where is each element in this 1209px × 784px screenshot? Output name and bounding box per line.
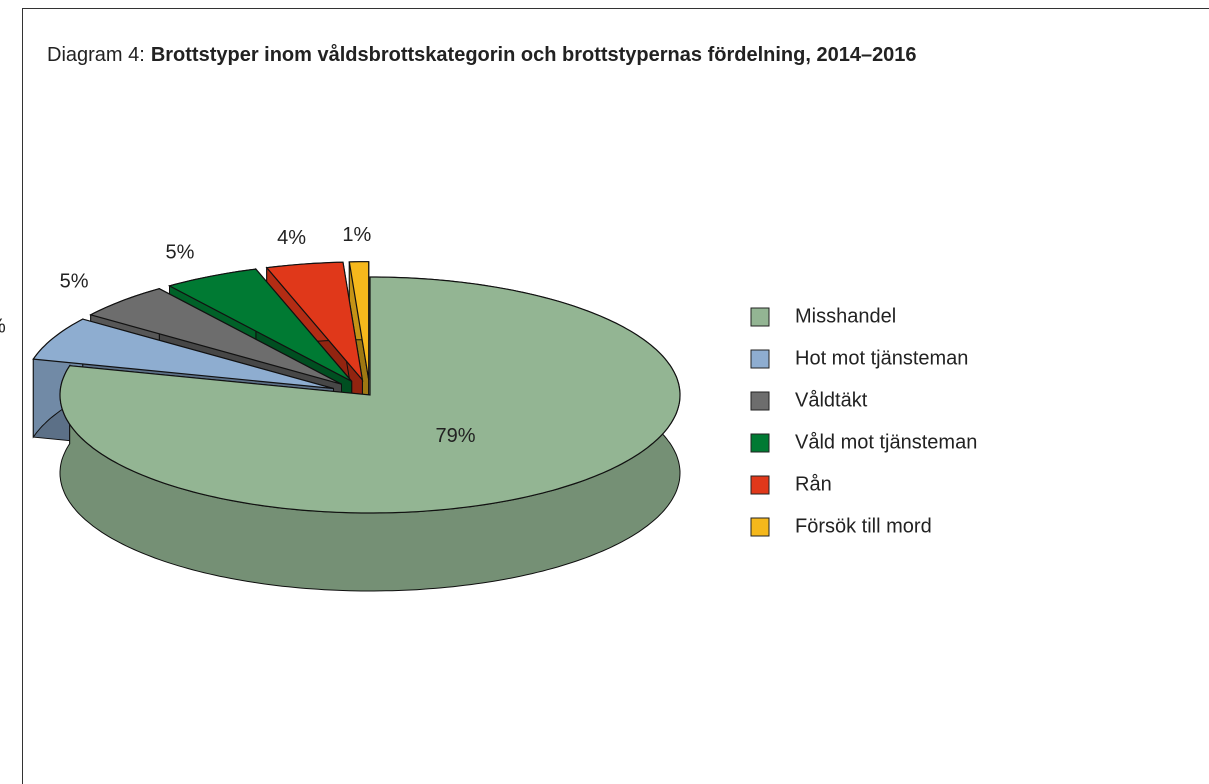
data-label: 4% xyxy=(277,227,306,249)
slice xyxy=(89,288,342,385)
legend-swatch xyxy=(750,433,770,453)
legend-swatch xyxy=(750,475,770,495)
legend-swatch xyxy=(750,307,770,327)
legend-label: Hot mot tjänsteman xyxy=(795,347,968,369)
legend-swatch xyxy=(750,349,770,369)
chart-title: Brottstyper inom våldsbrottskategorin oc… xyxy=(151,43,917,66)
slice xyxy=(59,276,681,514)
data-label: 5% xyxy=(60,271,89,293)
legend-label: Misshandel xyxy=(795,305,896,327)
slice xyxy=(32,318,334,390)
legend-label: Rån xyxy=(795,473,832,495)
chart-heading: Diagram 4: Brottstyper inom våldsbrottska… xyxy=(47,43,917,66)
chart-label: Diagram 4: xyxy=(47,44,145,66)
data-label: 6% xyxy=(0,315,6,337)
legend-swatch xyxy=(750,391,770,411)
legend: Misshandel Hot mot tjänsteman Våldtäkt Våld… xyxy=(750,305,977,537)
data-label: 1% xyxy=(342,224,371,246)
data-label: 79% xyxy=(435,425,475,447)
slice xyxy=(348,261,370,380)
legend-label: Våld mot tjänsteman xyxy=(795,431,977,453)
legend-swatch xyxy=(750,517,770,537)
legend-label: Försök till mord xyxy=(795,515,932,537)
slice xyxy=(167,268,353,382)
legend-label: Våldtäkt xyxy=(795,389,868,411)
slice xyxy=(265,261,364,382)
data-label: 5% xyxy=(166,241,195,263)
pie: 79% 6% 5% 5% 4% 1% xyxy=(0,224,681,592)
